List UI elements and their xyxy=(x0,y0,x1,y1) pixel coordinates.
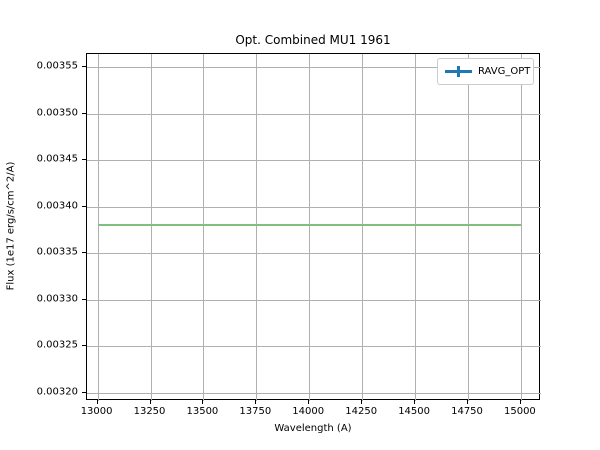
x-tick-label: 15000 xyxy=(503,406,536,417)
legend-box: RAVG_OPT xyxy=(437,58,534,85)
x-tick-label: 13000 xyxy=(80,406,113,417)
x-tick-mark xyxy=(96,400,98,404)
y-tick-label: 0.00320 xyxy=(36,386,78,397)
plot-area xyxy=(86,53,541,401)
y-tick-mark xyxy=(82,298,86,300)
gridline-x xyxy=(468,54,469,401)
y-tick-label: 0.00325 xyxy=(36,339,78,351)
x-tick-label: 13250 xyxy=(133,406,166,417)
x-tick-label: 14250 xyxy=(345,406,378,417)
y-tick-label: 0.00355 xyxy=(36,60,78,72)
gridline-y xyxy=(87,392,541,394)
errorbar-legend-icon xyxy=(445,64,472,79)
errorbar-vline xyxy=(457,66,460,77)
gridline-x xyxy=(520,54,522,401)
x-tick-mark xyxy=(202,400,204,404)
x-tick-mark xyxy=(308,400,310,404)
y-tick-mark xyxy=(82,205,86,207)
x-axis-label: Wavelength (A) xyxy=(274,423,352,434)
x-tick-label: 14500 xyxy=(398,406,430,417)
gridline-x xyxy=(362,54,364,401)
y-tick-mark xyxy=(82,159,86,161)
gridline-x xyxy=(203,54,205,401)
gridline-y xyxy=(87,346,541,348)
x-tick-label: 13750 xyxy=(239,406,272,417)
gridline-y xyxy=(87,206,541,208)
gridline-x xyxy=(97,54,99,401)
x-tick-mark xyxy=(414,400,416,404)
gridline-x xyxy=(150,54,152,401)
x-tick-label: 14750 xyxy=(451,406,483,417)
y-tick-label: 0.00345 xyxy=(36,153,78,165)
gridline-y xyxy=(87,299,541,301)
y-tick-label: 0.00335 xyxy=(36,246,78,258)
gridline-y xyxy=(87,113,541,115)
y-tick-mark xyxy=(82,345,86,347)
y-tick-mark xyxy=(82,112,86,114)
y-tick-mark xyxy=(82,66,86,68)
gridline-y xyxy=(87,160,541,162)
y-axis-label: Flux (1e17 erg/s/cm^2/A) xyxy=(5,161,17,291)
x-tick-mark xyxy=(361,400,363,404)
y-tick-mark xyxy=(82,391,86,393)
x-tick-mark xyxy=(255,400,257,404)
gridline-x xyxy=(415,54,417,401)
x-tick-mark xyxy=(149,400,151,404)
y-tick-label: 0.00350 xyxy=(36,107,78,119)
x-tick-mark xyxy=(467,400,468,404)
gridline-x xyxy=(309,54,311,401)
gridline-x xyxy=(256,54,258,401)
y-tick-label: 0.00340 xyxy=(36,200,78,212)
x-tick-mark xyxy=(519,400,521,404)
legend-entry-label: RAVG_OPT xyxy=(478,66,531,77)
y-tick-mark xyxy=(82,252,86,254)
y-tick-label: 0.00330 xyxy=(36,293,78,305)
gridline-y xyxy=(87,67,541,69)
x-tick-label: 14000 xyxy=(292,406,325,417)
data-series-line xyxy=(97,224,521,227)
chart-title: Opt. Combined MU1 1961 xyxy=(235,33,391,47)
gridline-y xyxy=(87,253,541,255)
x-tick-label: 13500 xyxy=(186,406,219,417)
